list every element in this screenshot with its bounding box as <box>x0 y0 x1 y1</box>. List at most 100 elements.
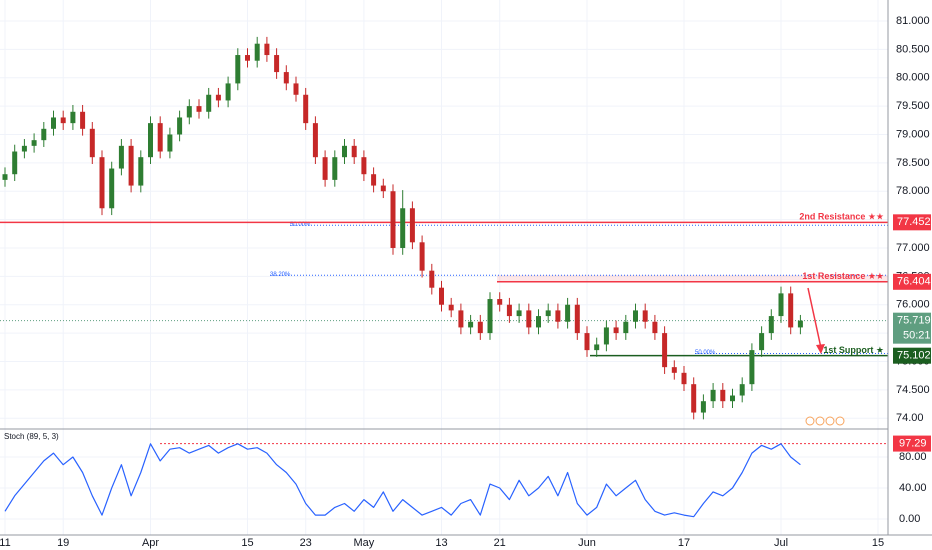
candle-body <box>526 310 532 328</box>
stoch-badge <box>893 435 931 452</box>
candle-body <box>710 389 716 402</box>
candle-body <box>439 287 444 305</box>
candle-body <box>409 208 415 243</box>
stoch-line <box>4 443 801 518</box>
candle-body <box>361 157 367 175</box>
level-label: 2nd Resistance ★★ <box>799 212 884 222</box>
candle-body <box>380 185 386 192</box>
candle-body <box>303 94 309 124</box>
y-tick-label: 74.00 <box>896 412 924 424</box>
x-tick-label: 21 <box>494 537 506 549</box>
x-tick-label: 19 <box>57 537 69 549</box>
candle-body <box>497 299 503 305</box>
candle-body <box>662 333 668 368</box>
candle-body <box>419 242 425 271</box>
candle-body <box>759 333 765 351</box>
candle-body <box>700 401 706 413</box>
candle-body <box>351 145 357 158</box>
price-badge-label: 77.452 <box>897 216 931 228</box>
candle-body <box>768 316 774 334</box>
candle-body <box>545 310 551 317</box>
last-price-label: 75.719 <box>897 315 931 327</box>
candle-body <box>429 270 435 288</box>
candle-body <box>274 55 280 73</box>
candle-body <box>196 106 202 112</box>
candle-body <box>342 145 347 158</box>
candle-body <box>390 191 396 248</box>
y-tick-label: 80.500 <box>896 43 930 55</box>
candle-body <box>487 299 493 334</box>
level-label: 1st Support ★ <box>823 345 884 355</box>
candle-body <box>99 157 105 209</box>
x-tick-label: 17 <box>678 537 690 549</box>
candle-body <box>739 384 745 396</box>
event-icon <box>835 416 845 426</box>
candle-body <box>594 344 600 351</box>
candle-body <box>283 72 289 84</box>
candle-body <box>264 43 270 56</box>
candle-body <box>458 310 464 328</box>
fib-label: 50.00% <box>290 222 311 228</box>
candle-body <box>681 372 687 385</box>
fib-label: 38.20% <box>270 272 291 278</box>
indicator-title: Stoch (89, 5, 3) <box>4 432 59 441</box>
candle-body <box>516 310 522 317</box>
candle-body <box>400 208 406 248</box>
candle-body <box>80 111 86 129</box>
candle-body <box>138 157 144 186</box>
x-tick-label: 11 <box>0 537 11 549</box>
candle-body <box>293 83 299 95</box>
candle-body <box>788 293 794 328</box>
fib-label: 50.00% <box>695 350 716 356</box>
y-tick-label: 40.00 <box>899 482 927 494</box>
candle-body <box>730 395 735 402</box>
candle-body <box>623 321 629 334</box>
candle-body <box>167 134 173 152</box>
y-tick-label: 81.000 <box>896 15 930 27</box>
candle-body <box>128 145 134 186</box>
x-tick-label: 15 <box>872 537 884 549</box>
projection-arrow <box>807 287 822 349</box>
price-badge <box>893 347 931 364</box>
candle-body <box>157 123 163 152</box>
candle-body <box>206 94 212 112</box>
candle-body <box>148 123 153 158</box>
price-badge-label: 76.404 <box>897 276 931 288</box>
price-badge-label: 75.102 <box>897 350 931 362</box>
y-tick-label: 0.00 <box>899 513 920 525</box>
candle-body <box>322 157 328 180</box>
candle-body <box>215 94 221 101</box>
last-price-badge <box>893 312 931 344</box>
y-tick-label: 80.00 <box>899 451 927 463</box>
x-tick-label: Jul <box>774 537 788 549</box>
candle-body <box>60 117 66 124</box>
candle-body <box>109 168 115 209</box>
y-tick-label: 76.000 <box>896 299 930 311</box>
resistance-zone <box>497 275 888 282</box>
candle-body <box>254 43 260 61</box>
candle-body <box>12 151 18 175</box>
price-badge <box>893 273 931 290</box>
y-tick-label: 79.500 <box>896 100 930 112</box>
candle-body <box>536 316 541 328</box>
candle-body <box>235 55 241 84</box>
candle-body <box>574 304 580 334</box>
y-tick-label: 79.000 <box>896 128 930 140</box>
candle-body <box>652 321 658 334</box>
candle-body <box>448 304 454 311</box>
stoch-badge-label: 97.29 <box>899 437 927 449</box>
y-tick-label: 80.000 <box>896 72 930 84</box>
price-badge <box>893 214 931 231</box>
candle-body <box>506 304 512 317</box>
x-tick-label: May <box>354 537 375 549</box>
x-tick-label: Jun <box>578 537 596 549</box>
level-label: 1st Resistance ★★ <box>802 271 884 281</box>
candle-body <box>603 327 609 345</box>
candle-body <box>186 106 192 118</box>
candle-body <box>245 55 250 61</box>
candle-body <box>477 321 483 334</box>
y-tick-label: 78.000 <box>896 185 930 197</box>
candle-body <box>613 327 619 334</box>
event-icons <box>805 416 845 426</box>
